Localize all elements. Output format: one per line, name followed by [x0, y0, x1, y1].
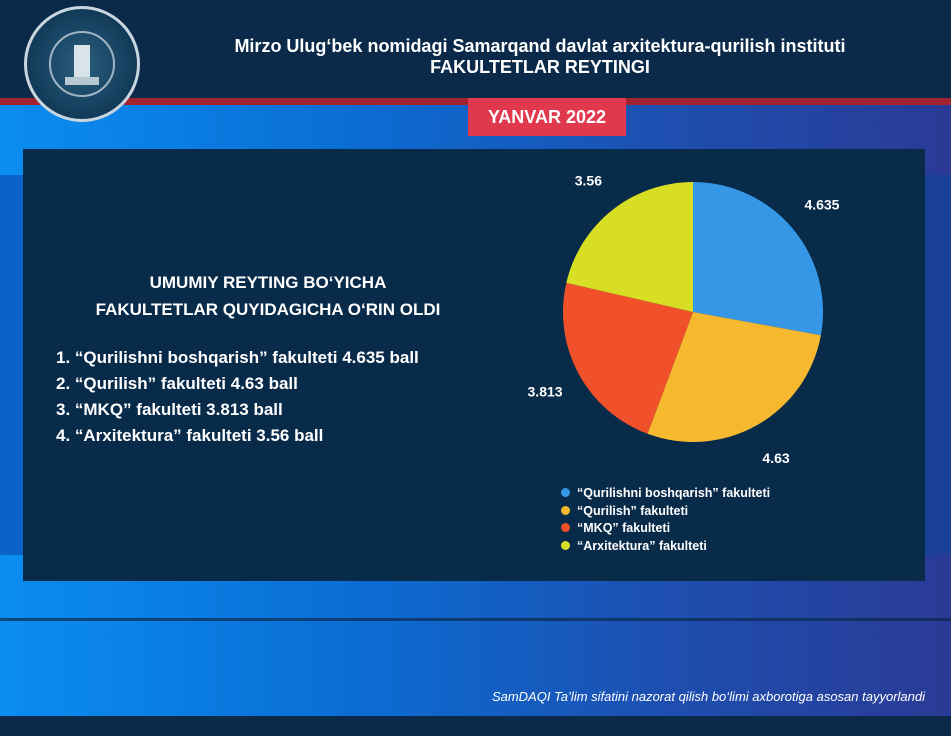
institute-logo [24, 6, 140, 122]
legend-swatch [561, 540, 570, 550]
legend-item: “Qurilish” fakulteti [561, 503, 770, 521]
divider-line [0, 618, 951, 621]
legend-label: “Arxitektura” fakulteti [577, 538, 707, 553]
legend-item: “Arxitektura” fakulteti [561, 538, 770, 556]
pie-data-label: 3.813 [528, 384, 563, 400]
pie-slice [693, 182, 823, 336]
logo-gate-icon [74, 45, 90, 79]
legend-item: “MKQ” fakulteti [561, 520, 770, 538]
legend-label: “Qurilish” fakulteti [577, 503, 689, 518]
summary-heading: UMUMIY REYTING BO‘YICHA FAKULTETLAR QUYI… [63, 269, 473, 323]
pie-data-label: 4.635 [804, 196, 839, 212]
pie-data-label: 3.56 [575, 173, 602, 189]
institute-name: Mirzo Ulug‘bek nomidagi Samarqand davlat… [234, 36, 846, 56]
content-panel: UMUMIY REYTING BO‘YICHA FAKULTETLAR QUYI… [23, 149, 925, 581]
chart-legend: “Qurilishni boshqarish” fakulteti “Quril… [561, 485, 770, 555]
ranking-item: 1. “Qurilishni boshqarish” fakulteti 4.6… [56, 348, 419, 367]
header-band [0, 0, 951, 98]
summary-heading-line1: UMUMIY REYTING BO‘YICHA [149, 273, 387, 292]
page-header: Mirzo Ulug‘bek nomidagi Samarqand davlat… [180, 36, 900, 78]
summary-heading-line2: FAKULTETLAR QUYIDAGICHA O‘RIN OLDI [95, 300, 441, 319]
page-title: FAKULTETLAR REYTINGI [430, 57, 650, 77]
footer-note: SamDAQI Ta’lim sifatini nazorat qilish b… [491, 689, 925, 704]
legend-label: “Qurilishni boshqarish” fakulteti [577, 486, 771, 500]
footer-band [0, 716, 951, 736]
legend-item: “Qurilishni boshqarish” fakulteti [561, 485, 770, 503]
pie-slice [563, 282, 693, 434]
legend-swatch [561, 488, 570, 497]
pie-slice [647, 312, 821, 442]
legend-label: “MKQ” fakulteti [577, 521, 671, 535]
ranking-item: 3. “MKQ” fakulteti 3.813 ball [56, 400, 283, 419]
ranking-list: 1. “Qurilishni boshqarish” fakulteti 4.6… [56, 345, 419, 449]
pie-data-label: 4.63 [762, 450, 789, 466]
logo-ring [49, 31, 115, 97]
date-badge: YANVAR 2022 [468, 98, 626, 136]
legend-swatch [561, 523, 570, 532]
logo-book-icon [65, 77, 99, 85]
pie-slice [566, 182, 693, 312]
ranking-item: 4. “Arxitektura” fakulteti 3.56 ball [56, 426, 324, 445]
pie-chart: 4.635 4.63 3.813 3.56 [528, 173, 840, 466]
legend-swatch [561, 505, 570, 515]
ranking-item: 2. “Qurilish” fakulteti 4.63 ball [56, 374, 298, 393]
